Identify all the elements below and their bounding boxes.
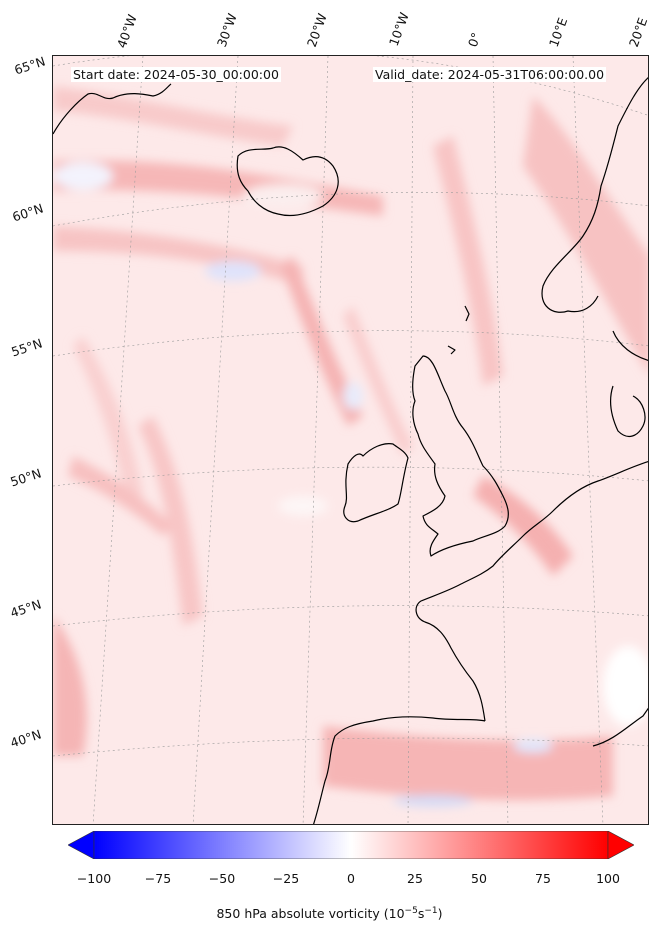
colorbar-tick: −50 <box>208 871 236 886</box>
lat-label-55n: 55°N <box>9 335 45 360</box>
coastlines <box>53 77 648 824</box>
colorbar <box>68 831 634 859</box>
lon-label-20w: 20°W <box>303 11 330 49</box>
coast-denmark <box>609 385 646 438</box>
map-canvas <box>53 56 648 824</box>
colorbar-tick: 25 <box>407 871 423 886</box>
start-date-label: Start date: 2024-05-30_00:00:00 <box>71 67 281 82</box>
valid-date-label: Valid_date: 2024-05-31T06:00:00.00 <box>373 67 607 82</box>
lon-label-20e: 20°E <box>625 15 651 49</box>
colorbar-tick: 75 <box>535 871 551 886</box>
lon-label-10e: 10°E <box>545 15 571 49</box>
colorbar-tick: −100 <box>76 871 112 886</box>
colorbar-gradient <box>93 831 609 859</box>
lat-label-65n: 65°N <box>12 53 48 78</box>
colorbar-tick: 50 <box>471 871 487 886</box>
coast-great-britain <box>412 355 509 557</box>
lat-label-40n: 40°N <box>8 726 44 751</box>
coast-sweden <box>612 330 648 361</box>
coast-iberia <box>313 716 486 824</box>
vorticity-map <box>52 55 649 825</box>
coast-ireland <box>343 443 409 523</box>
coast-france <box>415 461 648 722</box>
coast-iceland <box>236 146 339 217</box>
colorbar-tick: 0 <box>347 871 355 886</box>
lon-label-30w: 30°W <box>213 11 240 49</box>
colorbar-extend-max <box>607 831 634 859</box>
colorbar-extend-min <box>68 831 95 859</box>
coast-shetland <box>464 305 470 322</box>
colorbar-label: 850 hPa absolute vorticity (10−5s−1) <box>216 906 443 922</box>
colorbar-tick: 100 <box>596 871 620 886</box>
lon-label-10w: 10°W <box>385 10 412 48</box>
lat-label-60n: 60°N <box>10 200 46 225</box>
coast-mediterranean <box>592 707 648 747</box>
coast-greenland <box>53 83 172 135</box>
lon-label-40w: 40°W <box>113 12 140 50</box>
colorbar-tick: −75 <box>144 871 172 886</box>
lon-label-0: 0° <box>464 30 484 49</box>
coast-norway <box>541 77 648 313</box>
lat-label-50n: 50°N <box>8 465 44 490</box>
colorbar-tick: −25 <box>272 871 300 886</box>
vorticity-field <box>53 86 648 807</box>
graticule <box>53 56 648 824</box>
lat-label-45n: 45°N <box>8 596 44 621</box>
coast-orkney <box>447 345 456 355</box>
